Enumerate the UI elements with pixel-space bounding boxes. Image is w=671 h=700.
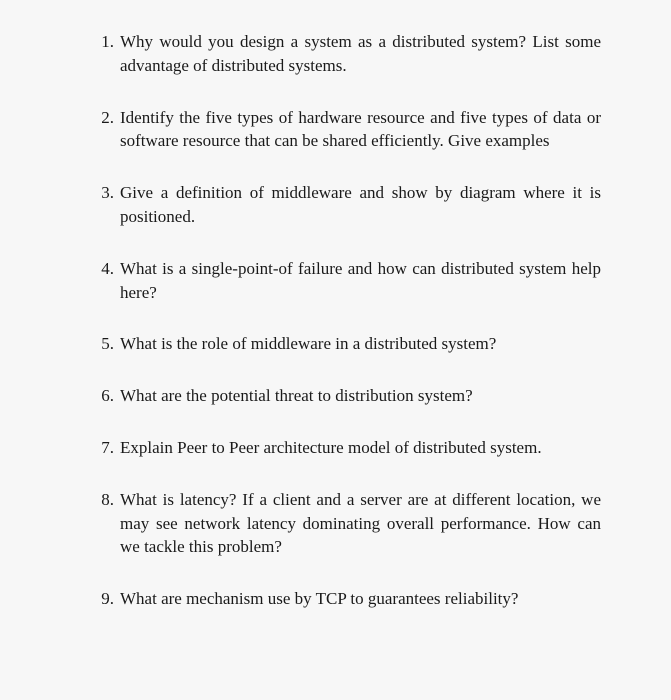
question-item: 1. Why would you design a system as a di… xyxy=(90,30,601,78)
question-text: What are the potential threat to distrib… xyxy=(120,384,601,408)
question-number: 1. xyxy=(90,30,114,78)
question-item: 7. Explain Peer to Peer architecture mod… xyxy=(90,436,601,460)
question-item: 2. Identify the five types of hardware r… xyxy=(90,106,601,154)
question-text: What is latency? If a client and a serve… xyxy=(120,488,601,559)
question-number: 3. xyxy=(90,181,114,229)
question-number: 7. xyxy=(90,436,114,460)
question-item: 8. What is latency? If a client and a se… xyxy=(90,488,601,559)
question-item: 6. What are the potential threat to dist… xyxy=(90,384,601,408)
question-list: 1. Why would you design a system as a di… xyxy=(90,30,601,611)
question-text: Identify the five types of hardware reso… xyxy=(120,106,601,154)
question-number: 9. xyxy=(90,587,114,611)
question-item: 9. What are mechanism use by TCP to guar… xyxy=(90,587,601,611)
question-text: Give a definition of middleware and show… xyxy=(120,181,601,229)
question-number: 6. xyxy=(90,384,114,408)
question-text: What is the role of middleware in a dist… xyxy=(120,332,601,356)
question-item: 5. What is the role of middleware in a d… xyxy=(90,332,601,356)
question-number: 5. xyxy=(90,332,114,356)
question-item: 3. Give a definition of middleware and s… xyxy=(90,181,601,229)
question-number: 2. xyxy=(90,106,114,154)
question-number: 8. xyxy=(90,488,114,559)
question-item: 4. What is a single-point-of failure and… xyxy=(90,257,601,305)
question-text: What is a single-point-of failure and ho… xyxy=(120,257,601,305)
question-text: Explain Peer to Peer architecture model … xyxy=(120,436,601,460)
question-text: Why would you design a system as a distr… xyxy=(120,30,601,78)
question-number: 4. xyxy=(90,257,114,305)
question-text: What are mechanism use by TCP to guarant… xyxy=(120,587,601,611)
